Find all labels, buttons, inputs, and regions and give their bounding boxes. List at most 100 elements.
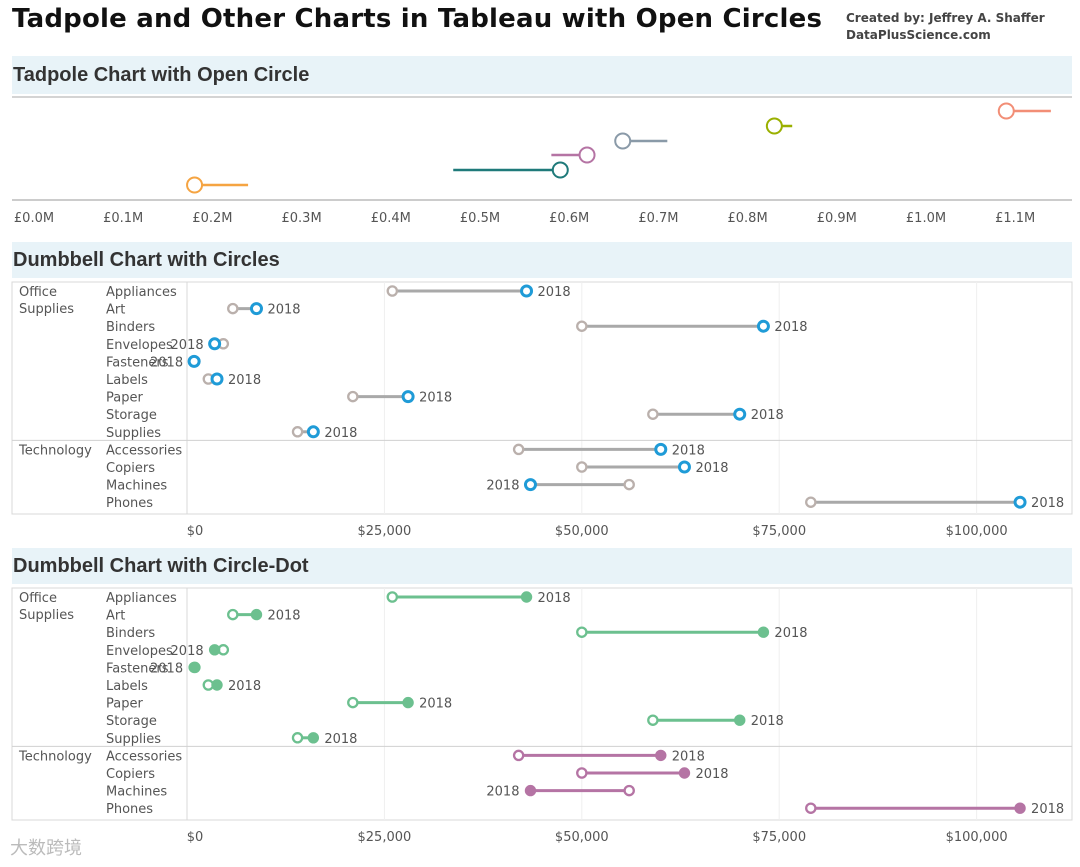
- dumbbell-start-point: [512, 443, 525, 456]
- dumbbell-end-label: 2018: [538, 285, 571, 300]
- dumbbell-end-label: 2018: [751, 714, 784, 729]
- dumbbell-x-tick-label: $100,000: [946, 830, 1008, 845]
- dumbbell-end-label: 2018: [150, 355, 183, 370]
- dumbbell-end-label: 2018: [695, 461, 728, 476]
- dumbbell-end-point: [188, 661, 200, 674]
- dumbbell-end-label: 2018: [774, 626, 807, 641]
- dumbbell-end-point: [520, 591, 533, 603]
- tadpole-x-tick-label: £1.1M: [995, 211, 1035, 226]
- dumbbell-start-point: [576, 320, 588, 332]
- tadpole-point: [614, 132, 632, 150]
- dumbbell-end-point: [210, 372, 224, 386]
- dumbbell-row-label: Copiers: [106, 767, 155, 782]
- dumbbell-row-label: Storage: [106, 714, 157, 729]
- dumbbell-x-tick-label: $50,000: [555, 830, 609, 845]
- dumbbell-row-label: Appliances: [106, 285, 177, 300]
- dumbbell-row-label: Storage: [106, 408, 157, 423]
- dumbbell-row-label: Fasteners: [106, 661, 169, 676]
- dumbbell-end-point: [250, 608, 263, 621]
- dumbbell-row-label: Art: [106, 303, 125, 318]
- dumbbell-row-label: Appliances: [106, 591, 177, 606]
- dumbbell-end-label: 2018: [171, 644, 204, 659]
- tadpole-x-tick-label: £0.4M: [371, 211, 411, 226]
- dumbbell-category-label: Supplies: [19, 302, 74, 317]
- dumbbell-end-label: 2018: [486, 479, 519, 494]
- tadpole-point: [551, 161, 569, 179]
- dumbbell-start-point: [347, 696, 359, 709]
- dumbbell-start-point: [576, 461, 588, 473]
- dumbbell-end-label: 2018: [267, 609, 300, 624]
- dumbbell-row-label: Accessories: [106, 443, 182, 458]
- dumbbell-start-point: [386, 591, 399, 603]
- dumbbell-category-label: Office: [19, 285, 57, 300]
- dumbbell-end-point: [678, 767, 691, 779]
- dumbbell-end-label: 2018: [419, 391, 452, 406]
- dumbbell-end-label: 2018: [774, 320, 807, 335]
- dumbbell-row-label: Machines: [106, 479, 167, 494]
- dumbbell-end-point: [401, 390, 415, 404]
- dumbbell-end-label: 2018: [228, 373, 261, 388]
- dumbbell-row-label: Labels: [106, 679, 148, 694]
- dumbbell-end-point: [208, 337, 222, 351]
- dumbbell-row-label: Envelopes: [106, 338, 173, 353]
- dumbbell-circles-title: Dumbbell Chart with Circles: [12, 242, 1072, 278]
- tadpole-x-tick-label: £0.2M: [192, 211, 232, 226]
- dumbbell-end-point: [654, 442, 668, 456]
- dumbbell-x-tick-label: $0: [187, 524, 204, 539]
- dumbbell-start-point: [227, 302, 239, 315]
- dumbbell-end-point: [757, 626, 770, 638]
- dumbbell-end-point: [187, 354, 201, 368]
- dumbbell-row-label: Machines: [106, 785, 167, 800]
- dumbbell-end-label: 2018: [486, 785, 519, 800]
- dumbbell-row-label: Labels: [106, 373, 148, 388]
- site-credit: DataPlusScience.com: [846, 28, 991, 42]
- dumbbell-end-label: 2018: [672, 443, 705, 458]
- dumbbell-row-label: Envelopes: [106, 644, 173, 659]
- dumbbell-start-point: [805, 802, 817, 814]
- dumbbell-row-label: Supplies: [106, 732, 161, 747]
- dumbbell-start-point: [291, 426, 304, 438]
- dumbbell-row-label: Paper: [106, 391, 143, 406]
- author-credit: Created by: Jeffrey A. Shaffer: [846, 11, 1045, 25]
- dumbbell-row-label: Supplies: [106, 426, 161, 441]
- dumbbell-x-tick-label: $50,000: [555, 524, 609, 539]
- page-title: Tadpole and Other Charts in Tableau with…: [12, 4, 823, 34]
- tadpole-chart-title: Tadpole Chart with Open Circle: [12, 56, 1072, 94]
- dumbbell-row-label: Copiers: [106, 461, 155, 476]
- dumbbell-end-point: [249, 302, 263, 316]
- dumbbell-row-label: Art: [106, 609, 125, 624]
- dumbbell-end-point: [756, 319, 770, 333]
- dumbbell-row-label: Paper: [106, 697, 143, 712]
- dumbbell-end-point: [655, 749, 667, 762]
- dumbbell-end-label: 2018: [419, 697, 452, 712]
- dumbbell-end-label: 2018: [538, 591, 571, 606]
- tadpole-x-tick-label: £0.7M: [638, 211, 678, 226]
- dumbbell-row-label: Phones: [106, 802, 153, 817]
- tadpole-point: [578, 146, 596, 164]
- dumbbell-start-point: [805, 496, 817, 508]
- dumbbell-end-point: [733, 407, 747, 421]
- tadpole-x-tick-label: £0.9M: [817, 211, 857, 226]
- tadpole-x-tick-label: £0.8M: [728, 211, 768, 226]
- dumbbell-start-point: [647, 714, 659, 726]
- tadpole-x-tick-label: £0.6M: [549, 211, 589, 226]
- dumbbell-category-label: Technology: [18, 443, 92, 458]
- dumbbell-end-point: [523, 478, 537, 492]
- dumbbell-end-label: 2018: [1031, 802, 1064, 817]
- dumbbell-end-label: 2018: [324, 732, 357, 747]
- dumbbell-start-point: [576, 626, 588, 638]
- dumbbell-category-label: Office: [19, 591, 57, 606]
- dumbbell-end-point: [1013, 495, 1027, 509]
- watermark-logo: 大数跨境: [10, 838, 82, 859]
- dumbbell-end-label: 2018: [672, 749, 705, 764]
- dumbbell-end-label: 2018: [267, 303, 300, 318]
- dumbbell-start-point: [347, 390, 359, 403]
- dumbbell-row-label: Accessories: [106, 749, 182, 764]
- dumbbell-category-label: Technology: [18, 749, 92, 764]
- dumbbell-start-point: [647, 408, 659, 420]
- dumbbell-start-point: [512, 749, 525, 762]
- dumbbell-x-tick-label: $100,000: [946, 524, 1008, 539]
- tadpole-x-tick-label: £0.1M: [103, 211, 143, 226]
- dumbbell-frame: [11, 587, 1073, 821]
